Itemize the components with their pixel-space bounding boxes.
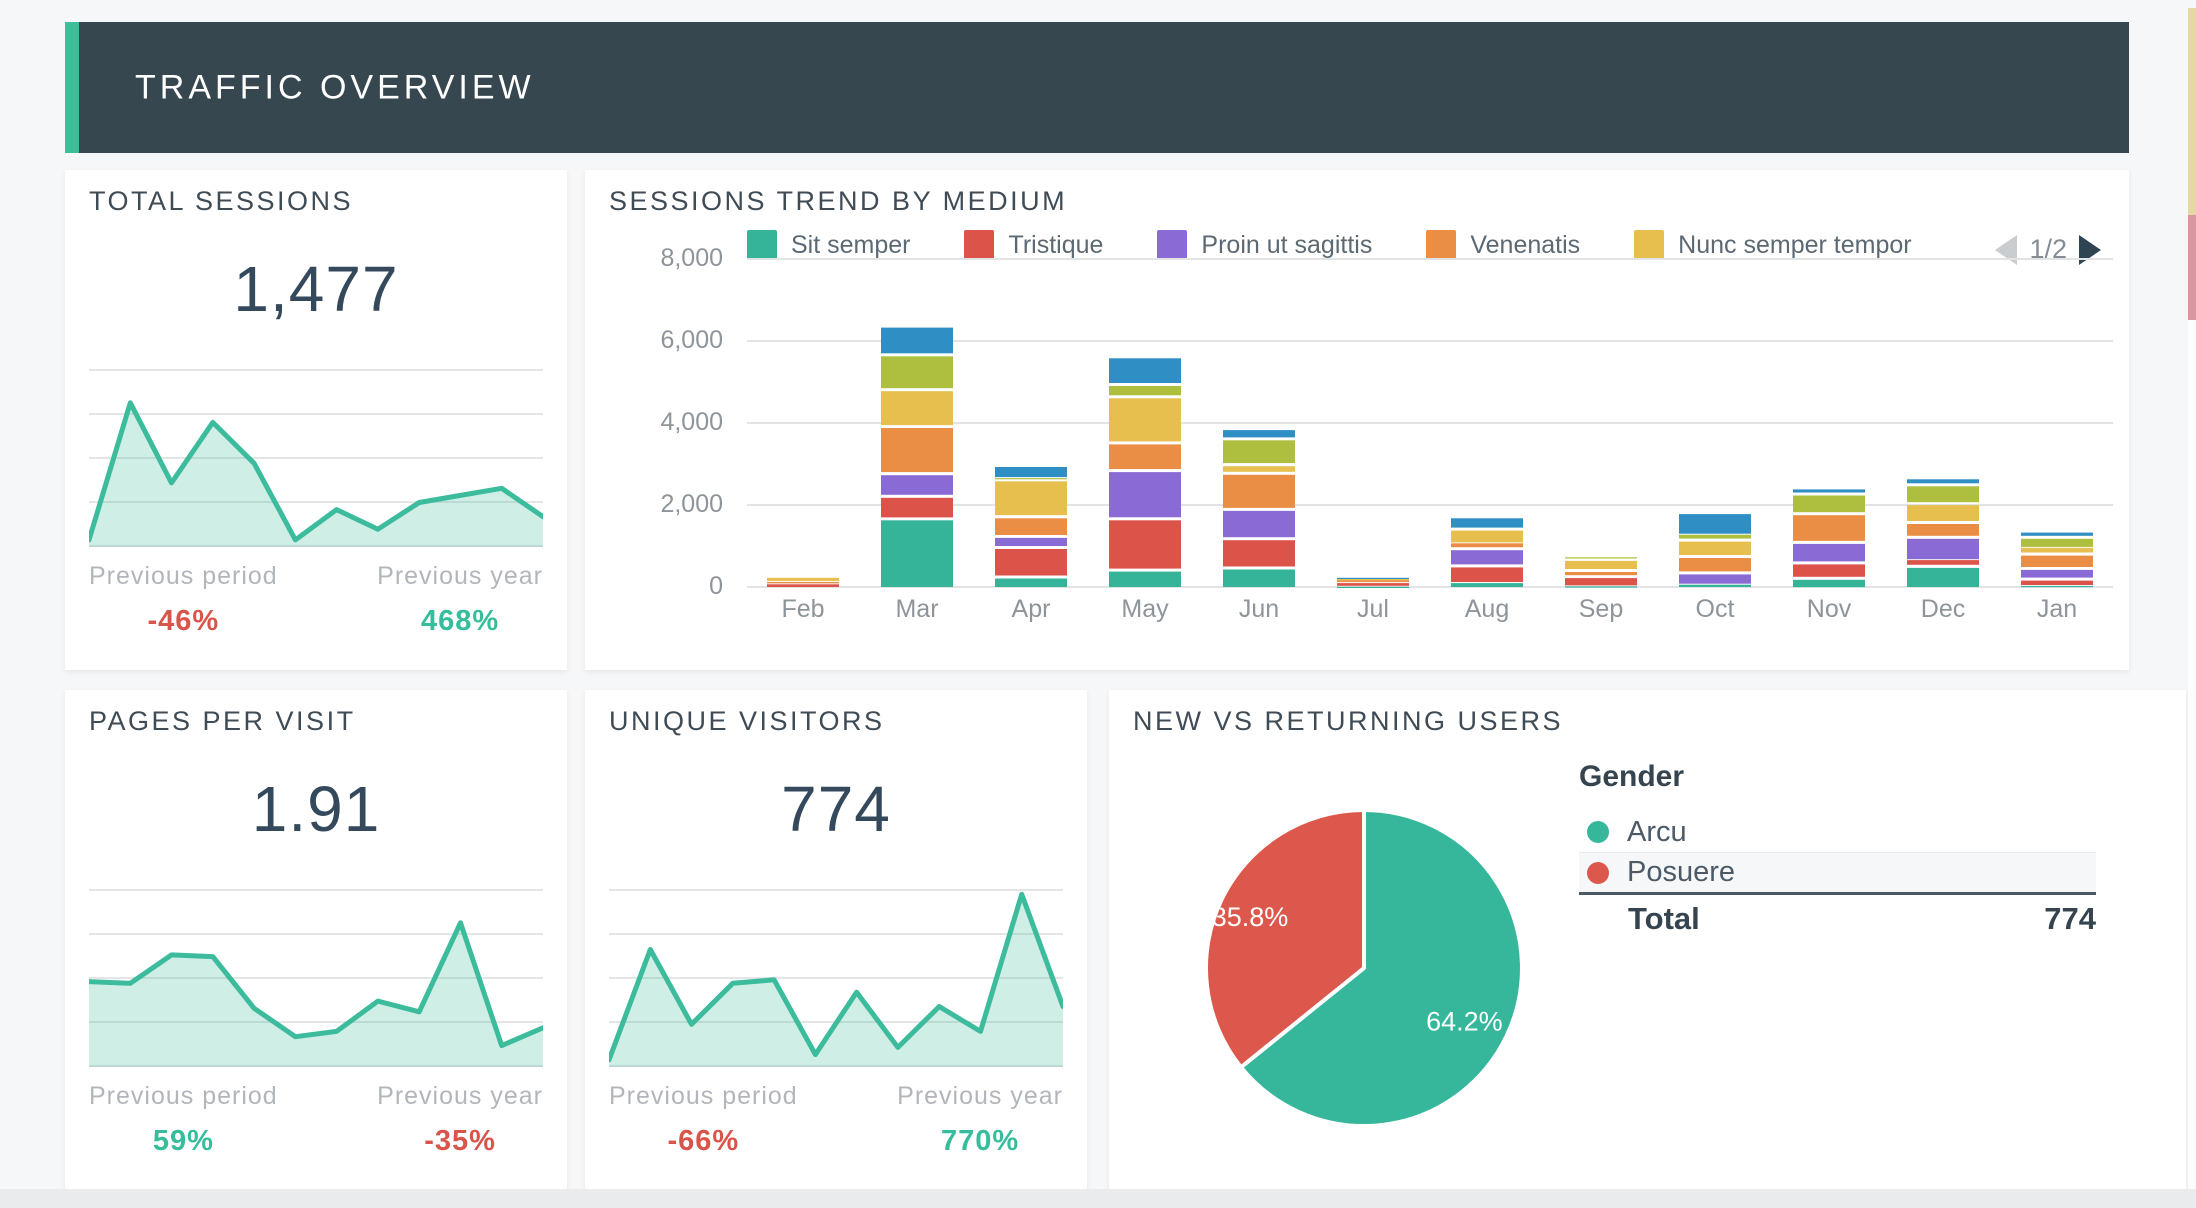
legend-swatch-icon	[1426, 230, 1457, 260]
card-pages-per-visit: PAGES PER VISIT 1.91 Previous period 59%…	[65, 690, 567, 1190]
svg-text:64.2%: 64.2%	[1426, 1006, 1503, 1036]
svg-text:May: May	[1121, 595, 1169, 623]
prev-period-value: -66%	[667, 1125, 740, 1157]
svg-text:Aug: Aug	[1465, 595, 1509, 623]
stacked-bar-chart[interactable]: Feb Mar Apr May Jun Jul Aug Sep Oct Nov Dec Jan	[745, 255, 2115, 635]
legend-item-tristique[interactable]: Tristique	[964, 230, 1103, 260]
svg-text:Feb: Feb	[781, 595, 824, 623]
prev-year-value: 770%	[940, 1125, 1020, 1157]
pagination-next-icon[interactable]	[2079, 234, 2101, 265]
posuere-dot-icon	[1587, 861, 1609, 884]
legend-item-sit-semper[interactable]: Sit semper	[747, 230, 910, 260]
card-title: UNIQUE VISITORS	[609, 706, 885, 736]
page-title: TRAFFIC OVERVIEW	[135, 68, 535, 106]
header-accent-bar	[65, 22, 79, 153]
prev-period-label: Previous period	[609, 1082, 798, 1110]
legend-divider	[1579, 892, 2096, 895]
right-edge-sliver-rose	[2188, 215, 2196, 320]
prev-period-value: 59%	[152, 1125, 214, 1157]
gender-pie-chart[interactable]: 64.2% 35.8%	[1204, 808, 1524, 1128]
legend-item-label: Tristique	[1008, 230, 1104, 259]
legend-item-posuere[interactable]: Posuere	[1579, 852, 2096, 892]
prev-period-label: Previous period	[89, 1082, 278, 1110]
gender-legend: Gender Arcu Posuere Total 774	[1579, 760, 2096, 943]
prev-period-label: Previous period	[89, 562, 278, 590]
total-row: Total 774	[1579, 895, 2096, 943]
legend-item-proin-ut-sagittis[interactable]: Proin ut sagittis	[1157, 230, 1372, 260]
prev-year-label: Previous year	[377, 1082, 543, 1110]
kpi-value-pages-per-visit: 1.91	[251, 773, 381, 845]
svg-text:Jul: Jul	[1357, 595, 1389, 623]
y-tick-label: 8,000	[660, 244, 723, 272]
svg-text:Nov: Nov	[1807, 595, 1852, 623]
arcu-dot-icon	[1587, 821, 1609, 843]
card-new-vs-returning: NEW VS RETURNING USERS 64.2% 35.8% Gender…	[1109, 690, 2186, 1190]
page-bottom-strip	[0, 1189, 2196, 1208]
card-total-sessions: TOTAL SESSIONS 1,477 Previous period -46…	[65, 170, 567, 670]
prev-year-value: -35%	[424, 1125, 496, 1157]
prev-year-value: 468%	[420, 605, 500, 637]
kpi-value-total-sessions: 1,477	[233, 253, 399, 325]
svg-text:Oct: Oct	[1696, 595, 1735, 623]
kpi-value-unique-visitors: 774	[781, 773, 891, 845]
prev-year-label: Previous year	[377, 562, 543, 590]
report-header: TRAFFIC OVERVIEW	[65, 22, 2129, 153]
legend-item-label: Nunc semper tempor	[1678, 230, 1912, 259]
prev-period-value: -46%	[147, 605, 220, 637]
unique-visitors-sparkline[interactable]	[609, 889, 1063, 1067]
total-sessions-sparkline[interactable]	[89, 369, 543, 547]
legend-item-arcu[interactable]: Arcu	[1579, 812, 2096, 852]
card-title: SESSIONS TREND BY MEDIUM	[609, 186, 1068, 216]
legend-swatch-icon	[1634, 230, 1665, 260]
total-label: Total	[1628, 901, 1700, 936]
legend-item-nunc-semper-tempor[interactable]: Nunc semper tempor	[1634, 230, 1912, 260]
legend-title: Gender	[1579, 760, 1685, 793]
y-tick-label: 4,000	[660, 408, 723, 436]
legend-item-label: Sit semper	[791, 230, 911, 259]
legend-item-label: Arcu	[1627, 815, 1687, 848]
y-tick-label: 2,000	[660, 490, 723, 518]
legend-swatch-icon	[1157, 230, 1188, 260]
svg-text:Jan: Jan	[2037, 595, 2077, 623]
right-edge-sliver-white	[2188, 320, 2196, 1189]
legend-item-label: Posuere	[1627, 856, 1736, 888]
svg-text:35.8%: 35.8%	[1212, 902, 1289, 932]
svg-text:Mar: Mar	[895, 595, 938, 623]
svg-text:Sep: Sep	[1579, 595, 1623, 623]
card-title: PAGES PER VISIT	[89, 706, 356, 736]
legend-swatch-icon	[964, 230, 995, 260]
pagination-prev-icon[interactable]	[1995, 234, 2018, 265]
card-title: NEW VS RETURNING USERS	[1133, 706, 1564, 736]
legend-item-label: Proin ut sagittis	[1201, 230, 1373, 259]
svg-text:Jun: Jun	[1239, 595, 1279, 623]
card-sessions-trend: SESSIONS TREND BY MEDIUM Sit semper Trist…	[585, 170, 2129, 670]
card-title: TOTAL SESSIONS	[89, 186, 354, 216]
prev-year-label: Previous year	[897, 1082, 1063, 1110]
right-edge-sliver-tan	[2188, 8, 2196, 215]
legend-item-venenatis[interactable]: Venenatis	[1426, 230, 1580, 260]
pages-per-visit-sparkline[interactable]	[89, 889, 543, 1067]
card-unique-visitors: UNIQUE VISITORS 774 Previous period -66%…	[585, 690, 1087, 1190]
y-tick-label: 0	[709, 572, 723, 600]
trend-legend: Sit semper Tristique Proin ut sagittis Vene…	[747, 230, 1912, 260]
legend-item-label: Venenatis	[1470, 230, 1581, 259]
svg-text:Dec: Dec	[1921, 595, 1965, 623]
legend-swatch-icon	[747, 230, 777, 260]
svg-text:Apr: Apr	[1012, 595, 1051, 623]
total-value: 774	[2044, 901, 2096, 936]
y-tick-label: 6,000	[660, 326, 723, 354]
